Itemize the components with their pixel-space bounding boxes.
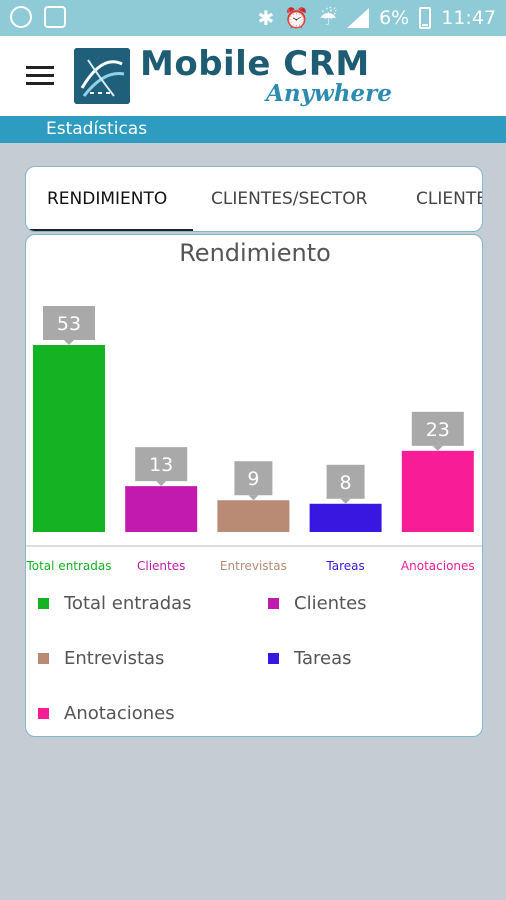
legend-label: Total entradas xyxy=(64,592,192,614)
wifi-icon: ☔ xyxy=(319,6,338,30)
legend-item-clientes[interactable]: Clientes xyxy=(268,591,367,615)
bar-clientes[interactable] xyxy=(125,486,198,532)
data-label: 53 xyxy=(57,313,81,335)
data-label-box xyxy=(135,447,188,482)
bar-anotaciones[interactable] xyxy=(401,450,474,532)
bar-chart: 53 Total entradas 13 Clientes 9 Entrevistas 8 T… xyxy=(26,306,482,573)
chart-title: Rendimiento xyxy=(179,239,331,267)
bar-tareas[interactable] xyxy=(309,503,382,532)
data-label-pointer xyxy=(156,481,167,487)
battery-percent: 6% xyxy=(379,7,410,29)
tabs-bar: RENDIMIENTO CLIENTES/SECTOR CLIENTES/EST… xyxy=(25,166,483,232)
status-bar: ✱ ⏰ ☔ 6% 11:47 xyxy=(0,0,506,36)
legend-swatch xyxy=(38,707,49,719)
data-label-box xyxy=(43,306,95,340)
data-label: 23 xyxy=(426,419,450,441)
category-label: Clientes xyxy=(137,559,185,573)
bar-entrevistas[interactable] xyxy=(217,500,290,532)
legend-item-entrevistas[interactable]: Entrevistas xyxy=(38,646,164,670)
category-label: Anotaciones xyxy=(401,559,475,573)
section-title: Estadísticas xyxy=(46,119,148,139)
hamburger-icon[interactable] xyxy=(26,66,54,86)
tab-clientes-estado[interactable]: CLIENTES/ESTADO xyxy=(416,189,483,209)
app-bar: Mobile CRM Anywhere xyxy=(0,36,506,116)
data-label-pointer xyxy=(432,445,443,451)
legend-swatch xyxy=(268,652,279,664)
data-label: 13 xyxy=(149,454,173,476)
legend-item-anotaciones[interactable]: Anotaciones xyxy=(38,701,175,725)
bluetooth-icon: ✱ xyxy=(257,6,275,30)
tab-rendimiento[interactable]: RENDIMIENTO xyxy=(47,189,168,209)
data-label-pointer xyxy=(64,340,74,345)
legend-label: Tareas xyxy=(294,647,352,669)
signal-icon xyxy=(347,8,370,28)
legend-swatch xyxy=(38,652,49,664)
data-label-box xyxy=(234,461,273,496)
gallery-icon xyxy=(44,6,66,28)
app-notification-icon xyxy=(10,6,32,28)
legend-item-total-entradas[interactable]: Total entradas xyxy=(38,591,192,615)
legend-label: Anotaciones xyxy=(64,702,175,724)
legend-label: Entrevistas xyxy=(64,647,165,669)
legend-label: Clientes xyxy=(294,592,367,614)
battery-icon xyxy=(419,7,432,29)
logo-subtext: Anywhere xyxy=(266,80,392,107)
tab-clientes-sector[interactable]: CLIENTES/SECTOR xyxy=(211,189,368,209)
legend-item-tareas[interactable]: Tareas xyxy=(268,646,352,670)
data-label: 9 xyxy=(247,468,259,490)
logo-text: Mobile CRM xyxy=(140,44,370,84)
section-header: Estadísticas xyxy=(0,116,506,143)
logo-icon xyxy=(74,48,130,104)
data-label-pointer xyxy=(340,498,351,504)
data-label-pointer xyxy=(248,495,259,501)
data-label-box xyxy=(326,464,365,499)
clock: 11:47 xyxy=(441,7,496,29)
chart-card: Rendimiento 53 Total entradas 13 Clientes 9 E… xyxy=(25,234,483,737)
data-label-box xyxy=(411,411,464,446)
category-label: Tareas xyxy=(325,559,364,573)
bar-total-entradas[interactable] xyxy=(33,345,105,532)
category-label: Total entradas xyxy=(26,559,112,573)
legend-swatch xyxy=(268,597,279,609)
alarm-icon: ⏰ xyxy=(284,6,310,30)
data-label: 8 xyxy=(340,472,352,494)
legend-swatch xyxy=(38,597,49,609)
active-tab-indicator xyxy=(26,229,193,231)
category-label: Entrevistas xyxy=(220,559,287,573)
